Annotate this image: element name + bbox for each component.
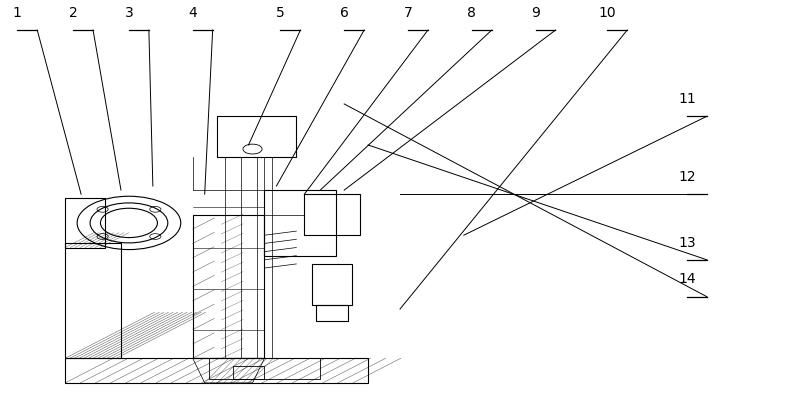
Text: 12: 12 — [678, 170, 696, 184]
Text: 6: 6 — [340, 6, 349, 20]
Bar — [65, 358, 368, 383]
Bar — [233, 366, 265, 379]
Bar — [193, 215, 265, 358]
Bar — [65, 198, 105, 247]
Text: 14: 14 — [678, 273, 696, 287]
Bar — [265, 190, 336, 256]
Text: 13: 13 — [678, 235, 696, 249]
Text: 1: 1 — [13, 6, 22, 20]
Bar — [217, 116, 296, 157]
Bar — [209, 358, 320, 379]
Text: 3: 3 — [125, 6, 134, 20]
Bar — [316, 305, 348, 321]
Bar — [65, 243, 121, 358]
Text: 11: 11 — [678, 92, 696, 106]
Text: 7: 7 — [403, 6, 412, 20]
Text: 2: 2 — [69, 6, 78, 20]
Text: 5: 5 — [276, 6, 285, 20]
Bar — [312, 264, 352, 305]
Text: 10: 10 — [598, 6, 616, 20]
Text: 8: 8 — [467, 6, 476, 20]
Text: 4: 4 — [188, 6, 197, 20]
Text: 9: 9 — [531, 6, 540, 20]
Bar — [304, 194, 360, 235]
